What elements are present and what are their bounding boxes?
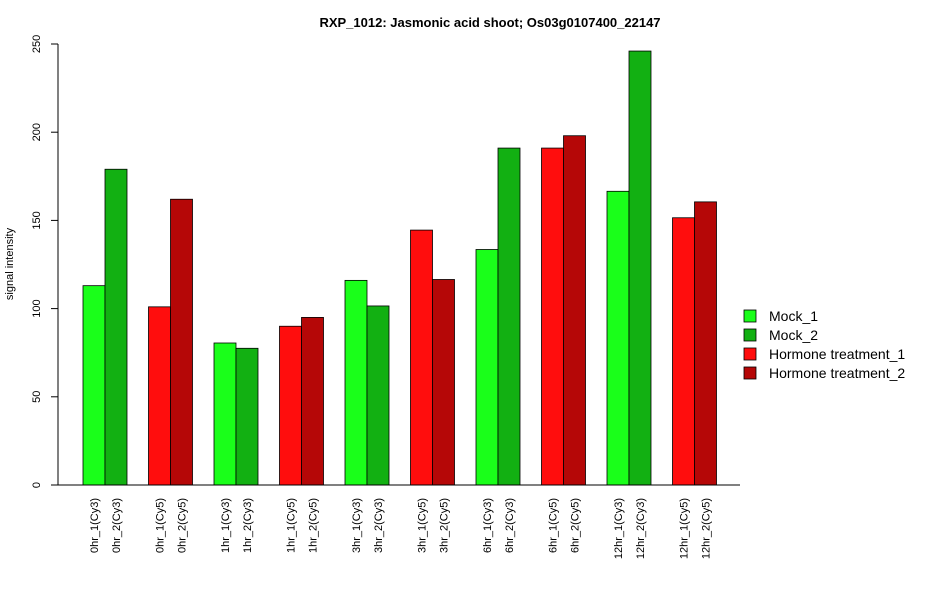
bar (694, 201, 717, 486)
legend-label: Hormone treatment_2 (769, 365, 905, 381)
chart-title: RXP_1012: Jasmonic acid shoot; Os03g0107… (319, 15, 660, 30)
legend: Mock_1 Mock_2 Hormone treatment_1 Hormone t… (743, 308, 905, 381)
x-tick-label: 12hr_1(Cy3) (613, 498, 625, 559)
bar (104, 168, 128, 486)
x-tick-label: 3hr_2(Cy3) (373, 498, 385, 553)
bar (301, 317, 324, 486)
x-tick-label: 6hr_2(Cy3) (504, 498, 516, 553)
x-tick-label: 12hr_2(Cy3) (635, 498, 647, 559)
x-tick-label: 0hr_2(Cy3) (111, 498, 123, 553)
bar (366, 305, 390, 486)
legend-label: Hormone treatment_1 (769, 346, 905, 362)
bar (344, 279, 368, 486)
legend-label: Mock_1 (769, 308, 818, 324)
bar (279, 325, 302, 486)
y-tick-label: 200 (31, 123, 43, 141)
bar (213, 342, 237, 486)
bar (475, 249, 499, 486)
legend-swatch (743, 309, 757, 323)
x-tick-label: 0hr_1(Cy5) (155, 498, 167, 553)
x-tick-label: 6hr_2(Cy5) (570, 498, 582, 553)
x-tick-label: 3hr_1(Cy5) (417, 498, 429, 553)
x-axis: 0hr_1(Cy3) 0hr_2(Cy3) 0hr_1(Cy5) 0hr_2(Cy5)… (58, 484, 740, 559)
legend-swatch (743, 347, 757, 361)
y-axis-label: signal intensity (4, 227, 16, 300)
x-tick-label: 1hr_1(Cy3) (220, 498, 232, 553)
bar (410, 229, 433, 486)
y-tick-label: 50 (31, 391, 43, 403)
bar (672, 217, 695, 486)
x-tick-label: 0hr_2(Cy5) (177, 498, 189, 553)
x-tick-label: 1hr_2(Cy3) (242, 498, 254, 553)
bar (148, 306, 171, 486)
legend-label: Mock_2 (769, 327, 818, 343)
bar (235, 347, 259, 486)
bar (170, 198, 193, 486)
bar (82, 285, 106, 486)
bar (541, 147, 564, 486)
x-tick-label: 3hr_1(Cy3) (351, 498, 363, 553)
bar (563, 135, 586, 486)
y-tick-label: 0 (31, 482, 43, 488)
x-tick-label: 12hr_2(Cy5) (701, 498, 713, 559)
legend-swatch (743, 328, 757, 342)
x-tick-label: 6hr_1(Cy3) (482, 498, 494, 553)
x-tick-label: 12hr_1(Cy5) (679, 498, 691, 559)
x-tick-label: 1hr_2(Cy5) (308, 498, 320, 553)
x-tick-label: 6hr_1(Cy5) (548, 498, 560, 553)
y-tick-label: 150 (31, 211, 43, 229)
y-axis: 0 50 100 150 200 250 (31, 35, 59, 488)
x-tick-label: 0hr_1(Cy3) (89, 498, 101, 553)
bar (497, 147, 521, 486)
x-tick-label: 1hr_1(Cy5) (286, 498, 298, 553)
bar (432, 279, 455, 486)
bar (628, 50, 652, 486)
y-tick-label: 100 (31, 299, 43, 317)
y-tick-label: 250 (31, 35, 43, 53)
x-tick-label: 3hr_2(Cy5) (439, 498, 451, 553)
bar (606, 190, 630, 486)
legend-swatch (743, 366, 757, 380)
bars-group (82, 50, 717, 486)
